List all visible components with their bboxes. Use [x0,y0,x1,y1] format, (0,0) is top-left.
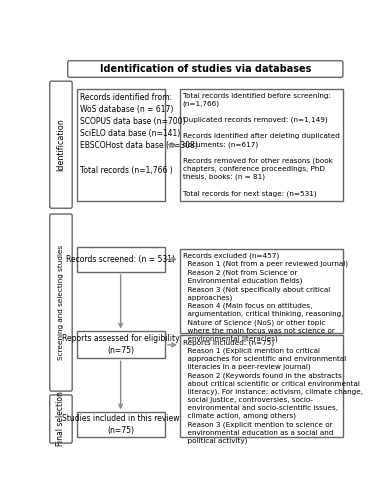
FancyBboxPatch shape [50,81,72,208]
Bar [77,89,165,200]
Text: Identification: Identification [56,118,66,171]
Text: Identification of studies via databases: Identification of studies via databases [100,64,311,74]
FancyBboxPatch shape [50,395,72,443]
Bar [77,332,165,358]
Bar [77,246,165,272]
Text: Final selection: Final selection [56,392,66,446]
Bar [180,89,343,200]
Text: Records excluded (n=457)
  Reason 1 (Not from a peer reviewed journal)
  Reason : Records excluded (n=457) Reason 1 (Not f… [183,252,348,342]
Bar [180,248,343,334]
Bar [180,336,343,438]
Bar [77,412,165,438]
Text: Screening and selecting studies: Screening and selecting studies [58,245,64,360]
Text: Studies included in this review
(n=75): Studies included in this review (n=75) [62,414,179,436]
FancyBboxPatch shape [50,214,72,391]
FancyBboxPatch shape [68,61,343,78]
Text: Total records identified before screening:
(n=1,766)

Duplicated records removed: Total records identified before screenin… [183,92,340,196]
Text: Reports assessed for eligibility
(n=75): Reports assessed for eligibility (n=75) [62,334,179,355]
Text: Reports included: (n=75)
  Reason 1 (Explicit mention to critical
  approaches f: Reports included: (n=75) Reason 1 (Expli… [183,339,363,444]
Text: Records screened: (n = 531): Records screened: (n = 531) [66,254,175,264]
Text: Records identified from:
WoS database (n = 617)
SCOPUS data base (n=700)
SciELO : Records identified from: WoS database (n… [80,92,197,174]
